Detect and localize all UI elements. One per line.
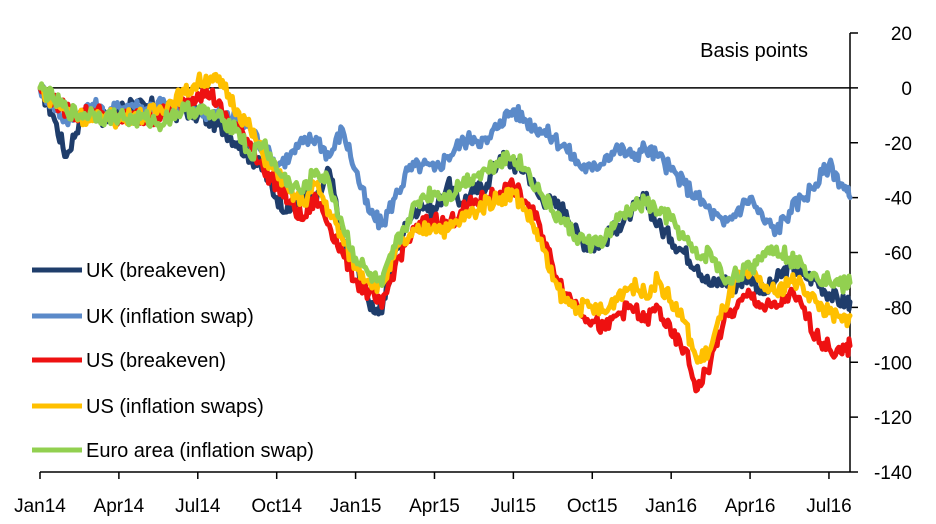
x-tick-label: Apr16 [725, 496, 776, 517]
x-tick-label: Jul14 [175, 496, 221, 517]
legend: UK (breakeven) UK (inflation swap) US (b… [32, 260, 314, 462]
y-tick-label: 0 [901, 79, 912, 100]
y-tick-label: -20 [885, 134, 912, 155]
y-axis-title: Basis points [700, 40, 808, 62]
x-tick-label: Jan16 [645, 496, 697, 517]
legend-item-uk-breakeven: UK (breakeven) [32, 260, 226, 282]
legend-label: US (breakeven) [86, 350, 226, 372]
legend-item-uk-inflation-swap: UK (inflation swap) [32, 306, 254, 328]
legend-item-euro-area-inflation-swap: Euro area (inflation swap) [32, 440, 314, 462]
legend-label: Euro area (inflation swap) [86, 440, 314, 462]
x-tick-label: Apr15 [409, 496, 460, 517]
y-ticks: 20 0 -20 -40 -60 -80 -100 -120 -140 [850, 24, 912, 484]
x-tick-label: Jan15 [330, 496, 382, 517]
y-tick-label: -80 [885, 298, 912, 319]
y-tick-label: 20 [891, 24, 912, 45]
x-tick-label: Jan14 [14, 496, 66, 517]
x-ticks: Jan14 Apr14 Jul14 Oct14 Jan15 Apr15 Jul15 Oct15… [14, 472, 852, 517]
x-tick-label: Apr14 [94, 496, 145, 517]
x-tick-label: Jul16 [806, 496, 851, 517]
legend-label: UK (breakeven) [86, 260, 226, 282]
plot-area: 20 0 -20 -40 -60 -80 -100 -120 -140 Jan14 Apr14 Ju… [14, 24, 912, 517]
y-tick-label: -140 [874, 463, 912, 484]
series-euro-area-inflation-swap [37, 81, 853, 295]
series-us-inflation-swaps [37, 71, 853, 365]
x-tick-label: Oct15 [567, 496, 618, 517]
y-tick-label: -100 [874, 353, 912, 374]
x-tick-label: Oct14 [251, 496, 302, 517]
y-tick-label: -40 [885, 189, 912, 210]
legend-item-us-inflation-swaps: US (inflation swaps) [32, 396, 264, 418]
legend-label: UK (inflation swap) [86, 306, 254, 328]
y-tick-label: -120 [874, 408, 912, 429]
series-group [37, 71, 853, 394]
legend-label: US (inflation swaps) [86, 396, 264, 418]
y-tick-label: -60 [885, 244, 912, 265]
legend-item-us-breakeven: US (breakeven) [32, 350, 226, 372]
x-tick-label: Jul15 [491, 496, 536, 517]
